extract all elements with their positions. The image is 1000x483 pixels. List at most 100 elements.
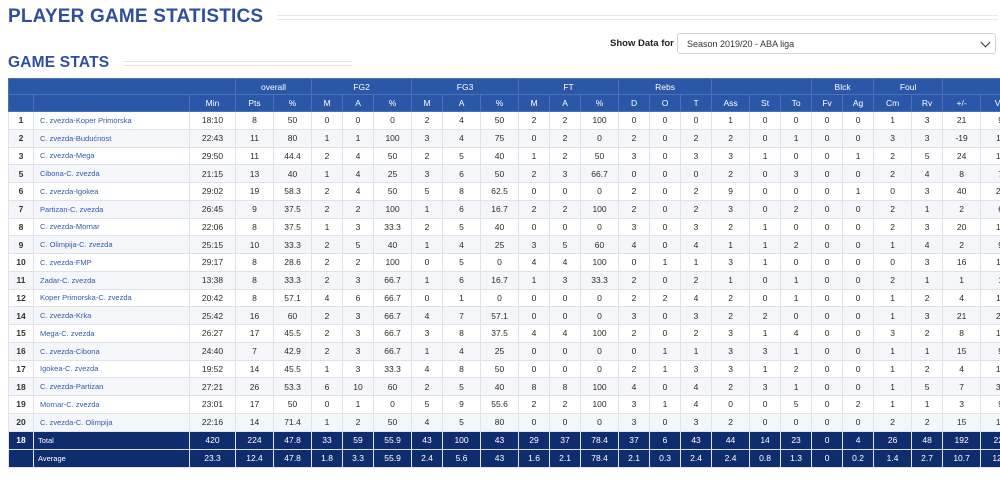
game-link[interactable]: Zadar-C. zvezda xyxy=(33,270,190,290)
total-cell: 43 xyxy=(480,430,520,450)
stat-cell: 100 xyxy=(580,395,620,414)
average-cell: 2.4 xyxy=(711,448,751,468)
stat-cell: 2 xyxy=(780,199,813,219)
stat-cell: 1 xyxy=(711,270,751,290)
stat-cell: 3 xyxy=(618,217,651,237)
stat-cell: 1 xyxy=(749,146,782,166)
stat-cell: 0 xyxy=(811,288,844,308)
stat-cell: 2 xyxy=(518,199,551,219)
stat-cell: 22:16 xyxy=(188,412,237,432)
season-select[interactable]: Season 2019/20 - ABA liga xyxy=(677,33,996,54)
game-link[interactable]: C. zvezda-FMP xyxy=(33,253,190,272)
stat-cell: 1 xyxy=(749,359,782,379)
total-cell: 29 xyxy=(518,430,551,450)
game-link[interactable]: C. Olimpija-C. zvezda xyxy=(33,235,190,254)
game-number: 9 xyxy=(8,235,34,254)
game-link[interactable]: C. zvezda-Budućnost xyxy=(33,128,190,148)
column-header: M xyxy=(411,94,444,112)
game-link[interactable]: C. zvezda-Mornar xyxy=(33,217,190,237)
stat-cell: 21:15 xyxy=(188,164,237,183)
stat-cell: 0 xyxy=(780,412,813,432)
stat-cell: 4 xyxy=(549,253,582,272)
table-row: 9 C. Olimpija-C. zvezda 25:15 10 33.3 2 5 40 1 4 2… xyxy=(8,235,1000,254)
stat-cell: 2 xyxy=(549,128,582,148)
game-link[interactable]: C. zvezda-Partizan xyxy=(33,377,190,396)
game-link[interactable]: C. zvezda-Mega xyxy=(33,146,190,166)
stat-cell: 0 xyxy=(618,253,651,272)
stat-cell: 0 xyxy=(373,111,413,130)
stat-cell: 7 xyxy=(980,164,1000,183)
game-link[interactable]: C. zvezda-Igokea xyxy=(33,182,190,201)
stat-cell: 1 xyxy=(911,199,944,219)
stat-cell: 2 xyxy=(311,235,344,254)
stat-cell: 0 xyxy=(811,182,844,201)
stat-cell: 1 xyxy=(649,341,682,361)
stat-cell: 6 xyxy=(980,199,1000,219)
game-link[interactable]: Mega-C. zvezda xyxy=(33,324,190,343)
stat-cell: 100 xyxy=(580,377,620,396)
stat-cell: 3 xyxy=(749,341,782,361)
stat-cell: 3 xyxy=(342,306,375,325)
stat-cell: 60 xyxy=(273,306,313,325)
stat-cell: 4 xyxy=(442,341,482,361)
stat-cell: 1 xyxy=(980,270,1000,290)
stat-cell: 0 xyxy=(749,395,782,414)
stat-cell: 17 xyxy=(235,395,275,414)
stat-cell: 57.1 xyxy=(273,288,313,308)
stat-cell: 2 xyxy=(311,341,344,361)
total-cell: 59 xyxy=(342,430,375,450)
stat-cell: 0 xyxy=(711,395,751,414)
game-link[interactable]: C. zvezda-C. Olimpija xyxy=(33,412,190,432)
stat-cell: 33.3 xyxy=(373,217,413,237)
stat-cell: 0 xyxy=(680,164,713,183)
game-link[interactable]: Cibona-C. zvezda xyxy=(33,164,190,183)
stat-cell: 11 xyxy=(980,253,1000,272)
game-link[interactable]: Mornar-C. zvezda xyxy=(33,395,190,414)
chevron-down-icon xyxy=(980,37,991,48)
game-link[interactable]: Igokea-C. zvezda xyxy=(33,359,190,379)
stat-cell: 0 xyxy=(580,217,620,237)
game-number: 18 xyxy=(8,377,34,396)
stat-cell: 2 xyxy=(680,128,713,148)
average-label: Average xyxy=(33,448,190,468)
game-stats-table: overall FG2 FG3 FT Rebs Blck Foul Min Pts… xyxy=(7,78,1000,468)
game-link[interactable]: C. zvezda-Koper Primorska xyxy=(33,111,190,130)
game-link[interactable]: Partizan-C. zvezda xyxy=(33,199,190,219)
stat-cell: 11 xyxy=(980,288,1000,308)
total-cell: 43 xyxy=(680,430,713,450)
stat-cell: 29:02 xyxy=(188,182,237,201)
stat-cell: 8 xyxy=(235,111,275,130)
stat-cell: 0 xyxy=(811,341,844,361)
stat-cell: 3 xyxy=(618,306,651,325)
average-cell: 47.8 xyxy=(273,448,313,468)
game-link[interactable]: Koper Primorska-C. zvezda xyxy=(33,288,190,308)
stat-cell: 4 xyxy=(311,288,344,308)
stat-cell: 2 xyxy=(311,324,344,343)
stat-cell: 33.3 xyxy=(373,359,413,379)
stat-cell: 26:27 xyxy=(188,324,237,343)
game-number: 19 xyxy=(8,395,34,414)
stat-cell: 1 xyxy=(873,395,913,414)
stat-cell: 1 xyxy=(749,235,782,254)
stat-cell: 1 xyxy=(342,128,375,148)
stat-cell: 3 xyxy=(618,395,651,414)
stat-cell: 2 xyxy=(780,235,813,254)
stat-cell: 45.5 xyxy=(273,324,313,343)
stat-cell: 0 xyxy=(580,306,620,325)
stat-cell: 0 xyxy=(749,111,782,130)
stat-cell: 0 xyxy=(811,164,844,183)
stat-cell: 16 xyxy=(235,306,275,325)
stat-cell: 13 xyxy=(235,164,275,183)
stat-cell: 9 xyxy=(235,199,275,219)
total-cell: 33 xyxy=(311,430,344,450)
stat-cell: 50 xyxy=(480,111,520,130)
game-link[interactable]: C. zvezda-Krka xyxy=(33,306,190,325)
stat-cell: 0 xyxy=(549,217,582,237)
game-link[interactable]: C. zvezda-Cibona xyxy=(33,341,190,361)
stat-cell: 3 xyxy=(342,341,375,361)
stat-cell: 8 xyxy=(442,324,482,343)
stat-cell: 2 xyxy=(518,164,551,183)
stat-cell: 0 xyxy=(749,288,782,308)
stat-cell: 0 xyxy=(580,182,620,201)
stat-cell: 0 xyxy=(311,395,344,414)
